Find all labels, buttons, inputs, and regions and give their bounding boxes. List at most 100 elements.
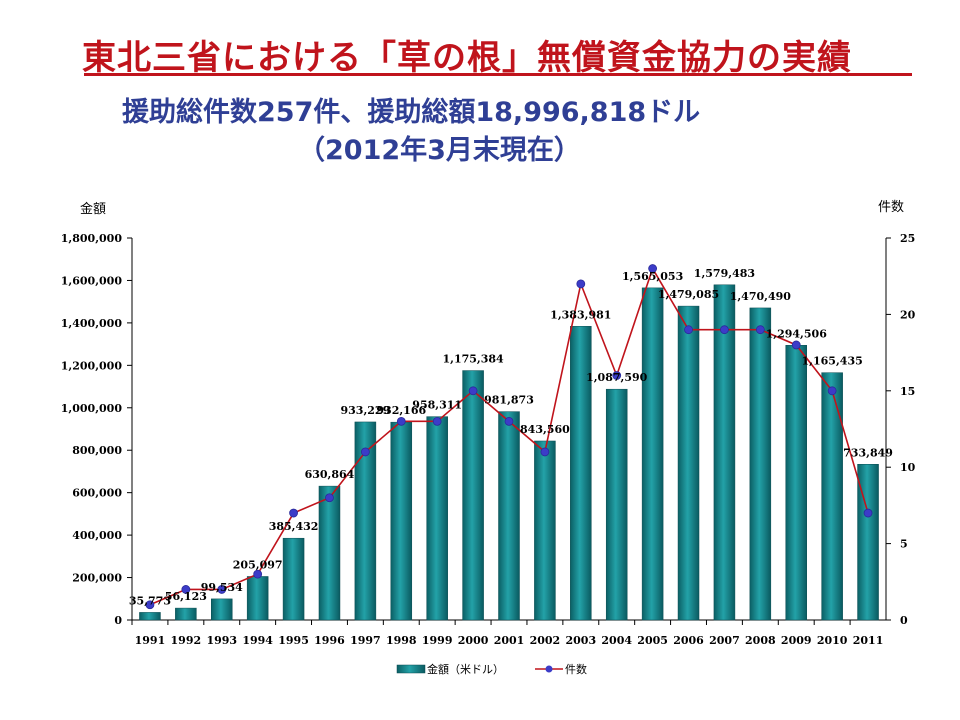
- x-tick-label: 2009: [781, 634, 812, 647]
- legend-bar-swatch: [396, 664, 426, 674]
- y-tick-label: 400,000: [72, 529, 122, 542]
- bar-1996: [318, 485, 341, 621]
- bar-1992: [175, 607, 197, 621]
- bar-value-label: 981,873: [484, 394, 534, 407]
- page-title: 東北三省における「草の根」無償資金協力の実績: [82, 38, 852, 78]
- x-tick-label: 2000: [458, 634, 489, 647]
- count-point-1992: [181, 585, 191, 594]
- count-point-2002: [540, 447, 550, 457]
- count-point-1993: [217, 585, 227, 594]
- count-point-1994: [253, 569, 263, 579]
- bar-value-label: 1,165,435: [802, 355, 863, 368]
- count-point-2000: [468, 386, 478, 396]
- count-point-1995: [289, 508, 298, 518]
- bar-2006: [677, 305, 700, 621]
- y-tick-label: 1,800,000: [61, 232, 123, 245]
- bar-value-label: 630,864: [305, 468, 355, 481]
- legend-bar-label: 金額（米ドル）: [427, 662, 504, 676]
- bar-1997: [354, 421, 377, 621]
- bar-value-label: 1,175,384: [442, 353, 504, 366]
- bar-value-label: 843,560: [520, 423, 570, 436]
- count-point-2006: [684, 325, 693, 335]
- x-tick-label: 1991: [135, 634, 166, 647]
- bar-value-label: 385,432: [269, 520, 319, 533]
- bar-1993: [211, 598, 233, 621]
- x-tick-label: 2010: [817, 634, 848, 647]
- y2-tick-label: 10: [900, 461, 916, 474]
- bar-2007: [713, 284, 736, 621]
- x-tick-label: 1995: [278, 634, 309, 647]
- bar-1998: [390, 421, 413, 621]
- y2-tick-label: 5: [900, 538, 908, 551]
- y-right-axis-label: 件数: [878, 200, 905, 215]
- x-tick-label: 1992: [171, 634, 202, 647]
- x-tick-label: 2004: [601, 634, 632, 647]
- bar-2011: [857, 464, 879, 621]
- x-tick-label: 2003: [565, 634, 596, 647]
- x-tick-label: 2008: [745, 634, 776, 647]
- bar-2001: [498, 411, 520, 621]
- summary-subtitle: 援助総件数257件、援助総額18,996,818ドル: [122, 97, 701, 128]
- count-point-2008: [755, 325, 765, 335]
- bar-2000: [462, 370, 484, 621]
- y-tick-label: 200,000: [72, 572, 122, 585]
- bar-value-label: 35,773: [129, 594, 171, 607]
- y-tick-label: 800,000: [72, 444, 122, 457]
- bar-2008: [749, 307, 772, 621]
- legend-line-marker: [545, 665, 553, 673]
- y-tick-label: 1,000,000: [61, 402, 123, 415]
- x-tick-label: 2006: [673, 634, 704, 647]
- bar-value-label: 1,565,053: [622, 270, 683, 283]
- y-tick-label: 600,000: [72, 487, 122, 500]
- count-point-2001: [504, 416, 514, 426]
- bar-value-label: 932,166: [376, 404, 426, 417]
- count-point-2004: [612, 371, 622, 380]
- count-point-2003: [576, 279, 586, 289]
- y2-tick-label: 25: [900, 232, 915, 245]
- bar-value-label: 1,479,085: [658, 288, 719, 301]
- y-tick-label: 1,400,000: [61, 317, 123, 330]
- x-tick-label: 1997: [350, 634, 381, 647]
- bar-value-label: 56,123: [165, 590, 207, 603]
- count-point-2010: [827, 386, 837, 396]
- bar-1999: [426, 416, 448, 621]
- count-point-1991: [145, 600, 155, 610]
- bar-2010: [821, 372, 843, 621]
- bar-value-label: 733,849: [843, 446, 893, 459]
- x-tick-label: 2001: [494, 634, 525, 647]
- bar-value-label: 205,097: [233, 558, 283, 571]
- bar-value-label: 1,470,490: [730, 290, 792, 303]
- bar-value-label: 99,534: [201, 581, 243, 594]
- y2-tick-label: 20: [900, 308, 916, 321]
- count-point-2011: [863, 508, 873, 518]
- y2-tick-label: 15: [900, 385, 915, 398]
- bar-value-label: 933,229: [340, 404, 390, 417]
- bar-value-label: 1,087,590: [586, 371, 648, 384]
- date-subtitle: （2012年3月末現在）: [298, 135, 581, 166]
- x-tick-label: 2002: [530, 634, 561, 647]
- title-underline: [84, 73, 912, 76]
- bar-1991: [139, 612, 161, 621]
- x-tick-label: 2007: [709, 634, 740, 647]
- count-point-1997: [360, 447, 370, 457]
- bar-value-label: 1,579,483: [694, 267, 755, 280]
- bar-2003: [570, 326, 592, 621]
- y2-tick-label: 0: [900, 614, 908, 627]
- legend-line-label: 件数: [565, 663, 587, 676]
- y-left-axis-label: 金額: [80, 202, 107, 217]
- count-point-2005: [648, 264, 658, 273]
- bar-2002: [534, 440, 556, 621]
- count-point-2007: [720, 325, 729, 335]
- bar-2004: [605, 388, 628, 621]
- x-tick-label: 1998: [386, 634, 417, 647]
- x-tick-label: 1996: [314, 634, 345, 647]
- count-point-1998: [396, 416, 406, 426]
- x-tick-label: 2005: [637, 634, 668, 647]
- count-point-2009: [791, 340, 801, 350]
- bar-1994: [246, 576, 269, 621]
- bar-value-label: 958,311: [412, 399, 462, 412]
- count-point-1999: [432, 416, 442, 426]
- x-tick-label: 1994: [242, 634, 273, 647]
- bar-value-label: 1,294,506: [766, 327, 828, 340]
